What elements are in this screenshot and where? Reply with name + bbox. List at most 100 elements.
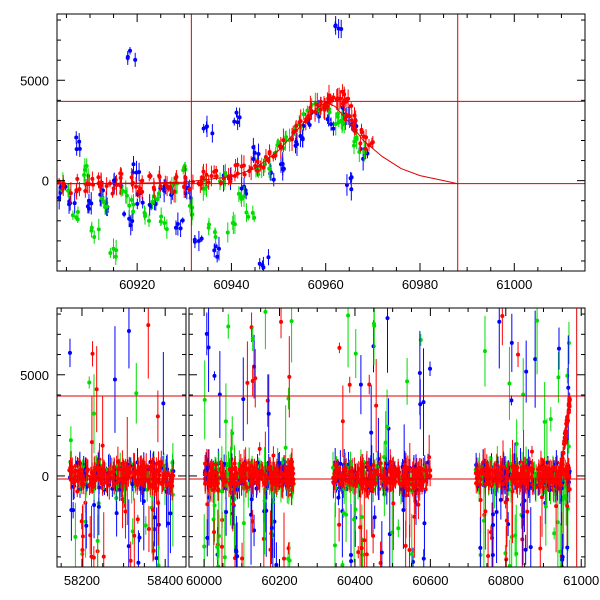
y-tick-label: 5000	[20, 368, 49, 383]
data-point	[103, 205, 108, 210]
data-point	[120, 479, 125, 484]
data-point	[166, 186, 171, 191]
data-point	[268, 467, 273, 473]
data-point	[284, 135, 289, 140]
data-point	[146, 527, 151, 532]
data-point	[92, 503, 97, 508]
data-point	[261, 165, 266, 170]
data-point	[136, 560, 141, 565]
data-point	[137, 535, 142, 540]
data-point	[530, 466, 535, 472]
y-tick-label: 5000	[20, 73, 49, 88]
data-point	[228, 179, 233, 184]
data-point	[263, 155, 268, 160]
data-point	[567, 397, 572, 402]
data-point	[273, 477, 278, 483]
data-point	[130, 218, 135, 223]
data-point	[514, 441, 519, 446]
data-point	[166, 521, 171, 526]
top-panel: 60920 60940 60960 60980 61000 0 5000	[20, 13, 586, 292]
data-point	[547, 474, 552, 480]
data-point	[422, 521, 427, 526]
data-point	[512, 471, 517, 477]
data-point	[496, 474, 501, 480]
data-point	[140, 200, 145, 205]
data-point	[560, 554, 565, 559]
data-point	[363, 146, 368, 151]
data-point	[479, 469, 484, 474]
data-point	[80, 534, 85, 539]
data-point	[52, 174, 56, 178]
data-point	[204, 184, 209, 189]
data-point	[498, 497, 503, 502]
data-point	[146, 218, 151, 223]
data-point	[89, 201, 94, 206]
data-point	[212, 373, 217, 378]
data-point	[348, 486, 353, 491]
data-point	[563, 494, 568, 499]
data-point	[213, 234, 218, 239]
data-point	[102, 470, 107, 475]
data-point	[478, 497, 483, 502]
data-point	[157, 173, 162, 178]
data-point	[523, 465, 528, 470]
data-point	[567, 487, 572, 492]
data-point	[565, 545, 570, 550]
data-point	[335, 466, 341, 472]
data-point	[172, 189, 177, 194]
data-point	[205, 502, 210, 507]
data-point	[95, 538, 100, 543]
data-point	[111, 469, 116, 475]
data-point	[90, 351, 95, 356]
data-point	[156, 191, 161, 196]
data-point	[383, 482, 388, 487]
x-tick-label: 60980	[402, 277, 438, 292]
data-point	[77, 139, 82, 144]
data-point	[110, 486, 115, 491]
data-point	[139, 481, 145, 486]
data-point	[335, 111, 340, 116]
data-point	[414, 475, 420, 481]
data-point	[174, 174, 179, 179]
data-point	[422, 468, 428, 473]
data-point	[96, 175, 101, 180]
data-point	[137, 169, 142, 174]
data-point	[263, 474, 269, 479]
data-point	[550, 465, 556, 470]
data-point	[180, 218, 185, 223]
data-point	[318, 107, 323, 112]
data-point	[315, 102, 320, 107]
data-point	[154, 556, 159, 561]
data-point	[281, 556, 286, 561]
data-point	[214, 470, 219, 476]
data-point	[261, 536, 266, 541]
data-point	[160, 479, 165, 485]
data-point	[339, 26, 344, 31]
data-point	[420, 479, 426, 484]
data-point	[364, 552, 369, 557]
data-point	[164, 482, 170, 487]
data-point	[361, 134, 366, 139]
data-point	[209, 174, 214, 179]
data-point	[561, 450, 566, 456]
data-point	[405, 379, 410, 384]
data-point	[70, 213, 75, 218]
data-point	[84, 468, 90, 473]
data-point	[170, 473, 176, 478]
data-point	[89, 440, 94, 445]
x-tick-label: 60600	[412, 573, 448, 588]
data-point	[566, 385, 571, 390]
data-point	[528, 545, 533, 550]
data-point	[173, 225, 178, 230]
data-point	[409, 482, 415, 487]
data-point	[210, 469, 215, 474]
data-point	[199, 236, 204, 241]
data-point	[178, 226, 183, 231]
data-point	[74, 215, 79, 220]
data-point	[80, 477, 86, 482]
data-point	[554, 504, 559, 509]
data-point	[218, 181, 223, 186]
data-point	[336, 495, 341, 500]
data-point	[203, 461, 208, 466]
